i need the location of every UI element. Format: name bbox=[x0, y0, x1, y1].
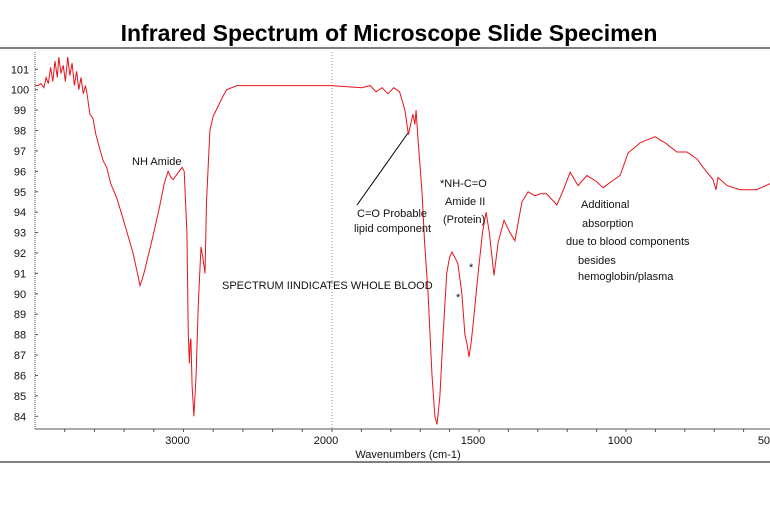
annotation-absorption: absorption bbox=[582, 218, 634, 230]
y-tick-label: 90 bbox=[14, 289, 26, 301]
annotation-whole-blood: SPECTRUM IINDICATES WHOLE BLOOD bbox=[222, 280, 433, 292]
y-tick-label: 94 bbox=[14, 207, 26, 219]
y-tick-label: 98 bbox=[14, 126, 26, 138]
annotation-besides: besides bbox=[578, 255, 616, 267]
x-tick-label: 2000 bbox=[314, 435, 338, 447]
x-tick-label: 500 bbox=[758, 435, 770, 447]
annotation-nh-amide: NH Amide bbox=[132, 156, 182, 168]
y-tick-label: 92 bbox=[14, 248, 26, 260]
annotation-amide-ii: Amide II bbox=[445, 196, 486, 208]
annotation-lipid-component: lipid component bbox=[354, 223, 432, 235]
y-tick-label: 88 bbox=[14, 330, 26, 342]
y-tick-label: 84 bbox=[14, 411, 26, 423]
y-tick-label: 93 bbox=[14, 228, 26, 240]
annotation-pointer-line bbox=[356, 132, 409, 206]
chart-title: Infrared Spectrum of Microscope Slide Sp… bbox=[120, 20, 658, 46]
x-tick-label: 1000 bbox=[608, 435, 632, 447]
annotation-asterisk: * bbox=[469, 262, 474, 274]
annotation-protein: (Protein) bbox=[443, 214, 486, 226]
y-tick-label: 89 bbox=[14, 309, 26, 321]
y-tick-label: 96 bbox=[14, 166, 26, 178]
x-tick-label: 3000 bbox=[165, 435, 189, 447]
y-tick-label: 87 bbox=[14, 350, 26, 362]
x-tick-label: 1500 bbox=[461, 435, 485, 447]
y-tick-label: 95 bbox=[14, 187, 26, 199]
y-tick-label: 91 bbox=[14, 268, 26, 280]
spectrum-line bbox=[35, 57, 770, 425]
annotation-nh-co: *NH-C=O bbox=[440, 178, 487, 190]
annotation-co-probable: C=O Probable bbox=[357, 208, 428, 220]
y-tick-label: 101 bbox=[11, 64, 29, 76]
y-tick-label: 85 bbox=[14, 391, 26, 403]
annotation-additional: Additional bbox=[581, 199, 630, 211]
annotation-hemoglobin-plasma: hemoglobin/plasma bbox=[578, 271, 674, 283]
annotation-asterisk: * bbox=[456, 292, 461, 304]
annotation-blood-components: due to blood components bbox=[566, 236, 690, 248]
y-tick-label: 100 bbox=[11, 85, 29, 97]
x-axis-label: Wavenumbers (cm-1) bbox=[355, 449, 460, 461]
y-tick-label: 97 bbox=[14, 146, 26, 158]
y-tick-label: 99 bbox=[14, 105, 26, 117]
y-tick-label: 86 bbox=[14, 370, 26, 382]
